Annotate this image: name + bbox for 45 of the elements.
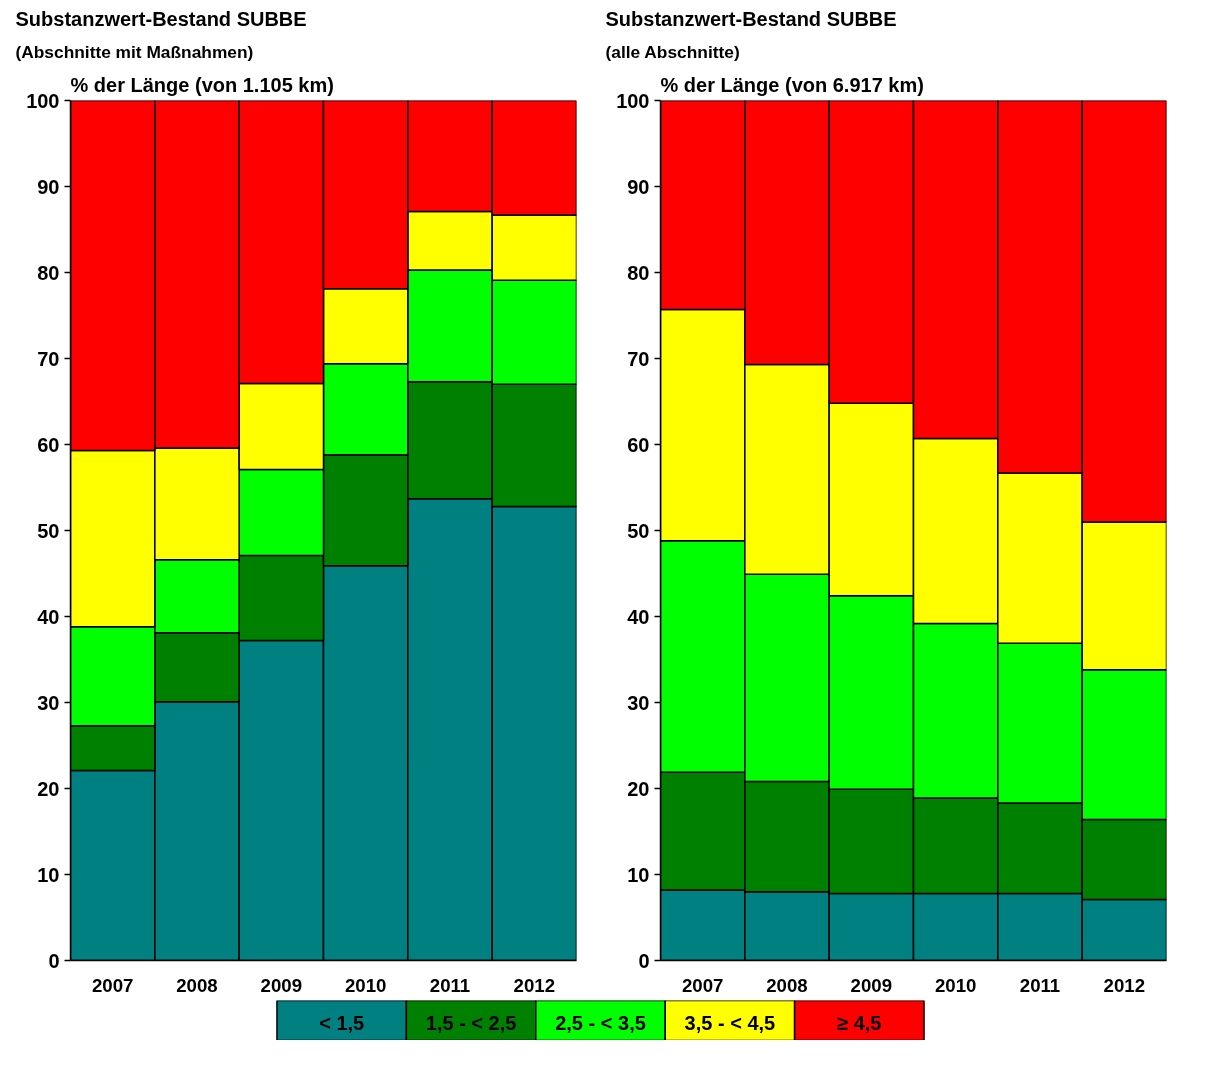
text: 2,5 - < 3,5 [555, 1011, 646, 1034]
y-tick-label: 90 [37, 175, 60, 198]
y-tick-label: 80 [627, 261, 650, 284]
text: < 1,5 [319, 1011, 365, 1034]
y-tick-label: 10 [37, 863, 60, 886]
chart-title: Substanzwert-Bestand SUBBE [15, 7, 307, 30]
y-tick-label: 60 [627, 433, 650, 456]
chart-subtitle: (Abschnitte mit Maßnahmen) [15, 41, 254, 62]
y-tick-label: 40 [37, 605, 60, 628]
y-tick-label: 20 [37, 777, 60, 800]
y-tick-label: 70 [37, 347, 60, 370]
x-tick-label: 2010 [934, 974, 977, 996]
y-tick-label: 20 [627, 777, 650, 800]
chart-title: Substanzwert-Bestand SUBBE [605, 7, 897, 30]
y-tick-label: 90 [627, 175, 650, 198]
y-tick-label: 100 [616, 89, 650, 112]
y-tick-label: 10 [627, 863, 650, 886]
x-tick-label: 2009 [850, 974, 893, 996]
x-tick-label: 2009 [260, 974, 303, 996]
y-tick-label: 40 [627, 605, 650, 628]
text: 1,5 - < 2,5 [425, 1011, 517, 1034]
y-axis-title: % der Länge (von 1.105 km) [70, 73, 334, 96]
x-tick-label: 2008 [176, 974, 218, 996]
y-tick-label: 80 [37, 261, 60, 284]
text: 3,5 - < 4,5 [684, 1011, 776, 1034]
text: ≥ 4,5 [837, 1011, 882, 1034]
y-tick-label: 0 [638, 949, 650, 972]
y-tick-label: 60 [37, 433, 60, 456]
y-tick-label: 70 [627, 347, 650, 370]
y-tick-label: 50 [37, 519, 60, 542]
x-tick-label: 2007 [91, 974, 134, 996]
x-tick-label: 2011 [429, 974, 471, 996]
y-tick-label: 0 [48, 949, 60, 972]
y-tick-label: 50 [627, 519, 650, 542]
y-tick-label: 30 [37, 691, 60, 714]
x-tick-label: 2007 [681, 974, 724, 996]
y-axis-title: % der Länge (von 6.917 km) [660, 73, 924, 96]
x-tick-label: 2012 [513, 974, 556, 996]
chart-subtitle: (alle Abschnitte) [605, 41, 740, 62]
y-tick-label: 30 [627, 691, 650, 714]
x-tick-label: 2010 [344, 974, 387, 996]
x-tick-label: 2011 [1019, 974, 1061, 996]
y-tick-label: 100 [26, 89, 60, 112]
x-tick-label: 2012 [1103, 974, 1146, 996]
x-tick-label: 2008 [766, 974, 808, 996]
